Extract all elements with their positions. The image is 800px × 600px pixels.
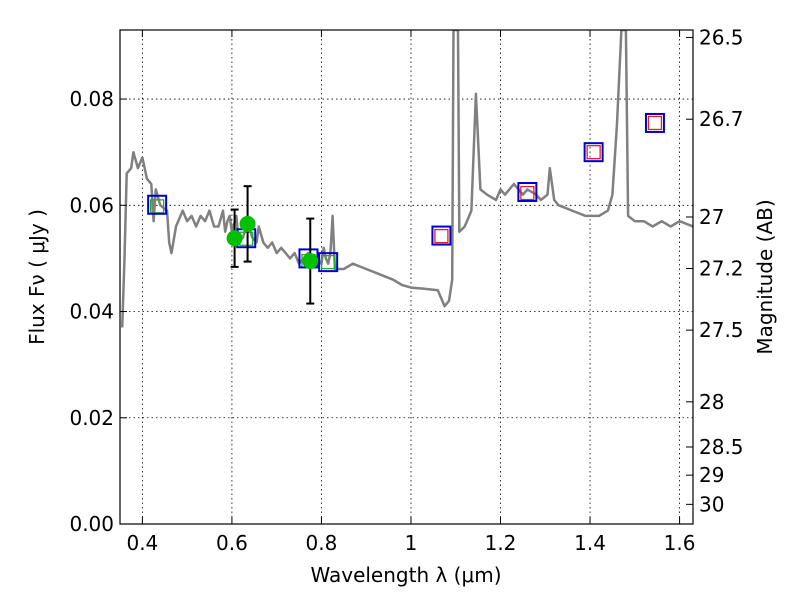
mag-tick-label: 30 — [699, 492, 724, 516]
observed-square-marker — [318, 252, 339, 273]
x-axis-label: Wavelength λ (μm) — [310, 563, 501, 587]
observed-square-marker — [147, 194, 168, 215]
tick-layer: 0.4 0.6 0.8 1 1.2 1.4 1.6 0.00 0.02 0.04 0.06 0.08 2… — [69, 25, 743, 555]
marker-layer — [147, 112, 665, 305]
x-tick-label: 1 — [405, 531, 418, 555]
model-square-marker — [434, 228, 449, 244]
x-tick-label: 1.2 — [485, 531, 517, 555]
y-tick-label: 0.00 — [69, 512, 114, 536]
detection-point — [226, 230, 243, 247]
x-tick-label: 0.4 — [126, 531, 158, 555]
x-tick-label: 0.8 — [306, 531, 338, 555]
sed-line-layer — [120, 30, 693, 328]
observed-square-marker — [644, 112, 665, 133]
y-tick-label: 0.04 — [69, 300, 114, 324]
mag-tick-label: 29 — [699, 463, 724, 487]
grid — [120, 30, 693, 524]
detection-point — [302, 253, 319, 270]
model-square-marker — [321, 254, 336, 270]
observed-square-marker — [517, 182, 538, 203]
model-square-marker — [520, 185, 535, 201]
mag-tick-label: 26.5 — [699, 25, 744, 49]
mag-tick-label: 28 — [699, 390, 724, 414]
x-tick-label: 0.6 — [216, 531, 248, 555]
y-tick-label: 0.06 — [69, 193, 114, 217]
observed-square-marker — [431, 225, 452, 246]
plot-frame — [119, 29, 694, 525]
observed-square-marker — [583, 142, 604, 163]
sed-model-line — [120, 30, 693, 328]
mag-tick-label: 27.2 — [699, 257, 744, 281]
y-tick-label: 0.08 — [69, 87, 114, 111]
y-tick-label: 0.02 — [69, 406, 114, 430]
mag-tick-label: 27.5 — [699, 318, 744, 342]
model-square-marker — [647, 115, 663, 131]
mag-tick-label: 28.5 — [699, 435, 744, 459]
y-axis-right-label: Magnitude (AB) — [753, 199, 777, 354]
detection-point — [239, 215, 256, 232]
x-tick-label: 1.6 — [664, 531, 696, 555]
x-tick-label: 1.4 — [574, 531, 606, 555]
y-axis-label: Flux Fν ( μJy ) — [25, 209, 49, 345]
mag-tick-label: 26.7 — [699, 107, 744, 131]
model-square-marker — [586, 145, 601, 160]
mag-tick-label: 27 — [699, 205, 724, 229]
